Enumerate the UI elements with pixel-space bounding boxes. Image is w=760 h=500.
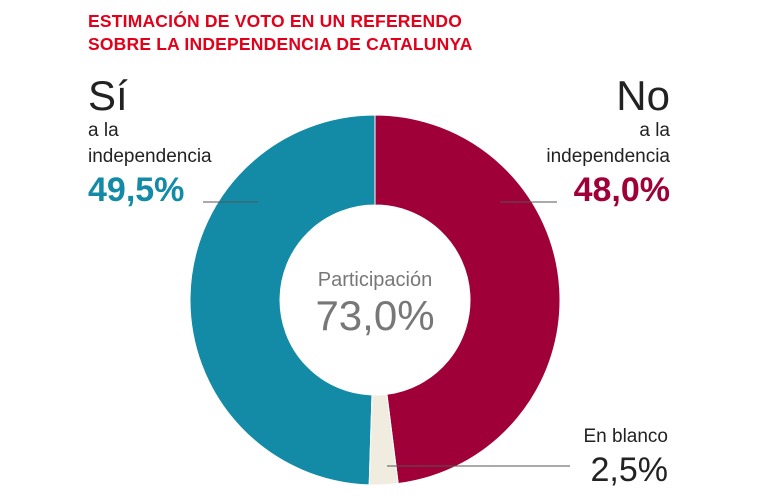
no-label-block: No a la independencia 48,0% (546, 74, 670, 210)
leader-lines (203, 201, 570, 467)
chart-title-line-2: SOBRE LA INDEPENDENCIA DE CATALUNYA (88, 34, 473, 54)
donut-slices (189, 114, 561, 486)
si-subtitle-1: a la (88, 120, 119, 141)
slice-no (374, 114, 561, 485)
blank-title: En blanco (583, 426, 668, 447)
no-title: No (616, 72, 670, 119)
si-label-block: Sí a la independencia 49,5% (88, 74, 212, 210)
si-percentage: 49,5% (88, 171, 185, 209)
center-value: 73,0% (315, 292, 434, 339)
slice-blanco (368, 393, 399, 486)
blank-percentage: 2,5% (590, 451, 669, 489)
chart-title: ESTIMACIÓN DE VOTO EN UN REFERENDO SOBRE… (88, 10, 473, 56)
no-subtitle-1: a la (639, 120, 670, 141)
blank-label-block: En blanco 2,5% (583, 424, 668, 490)
no-percentage: 48,0% (573, 171, 670, 209)
center-label: Participación (318, 269, 433, 291)
chart-title-line-1: ESTIMACIÓN DE VOTO EN UN REFERENDO (88, 11, 463, 31)
si-title: Sí (88, 72, 128, 119)
slice-si (189, 114, 376, 486)
si-subtitle-2: independencia (88, 146, 212, 167)
no-subtitle-2: independencia (546, 146, 670, 167)
